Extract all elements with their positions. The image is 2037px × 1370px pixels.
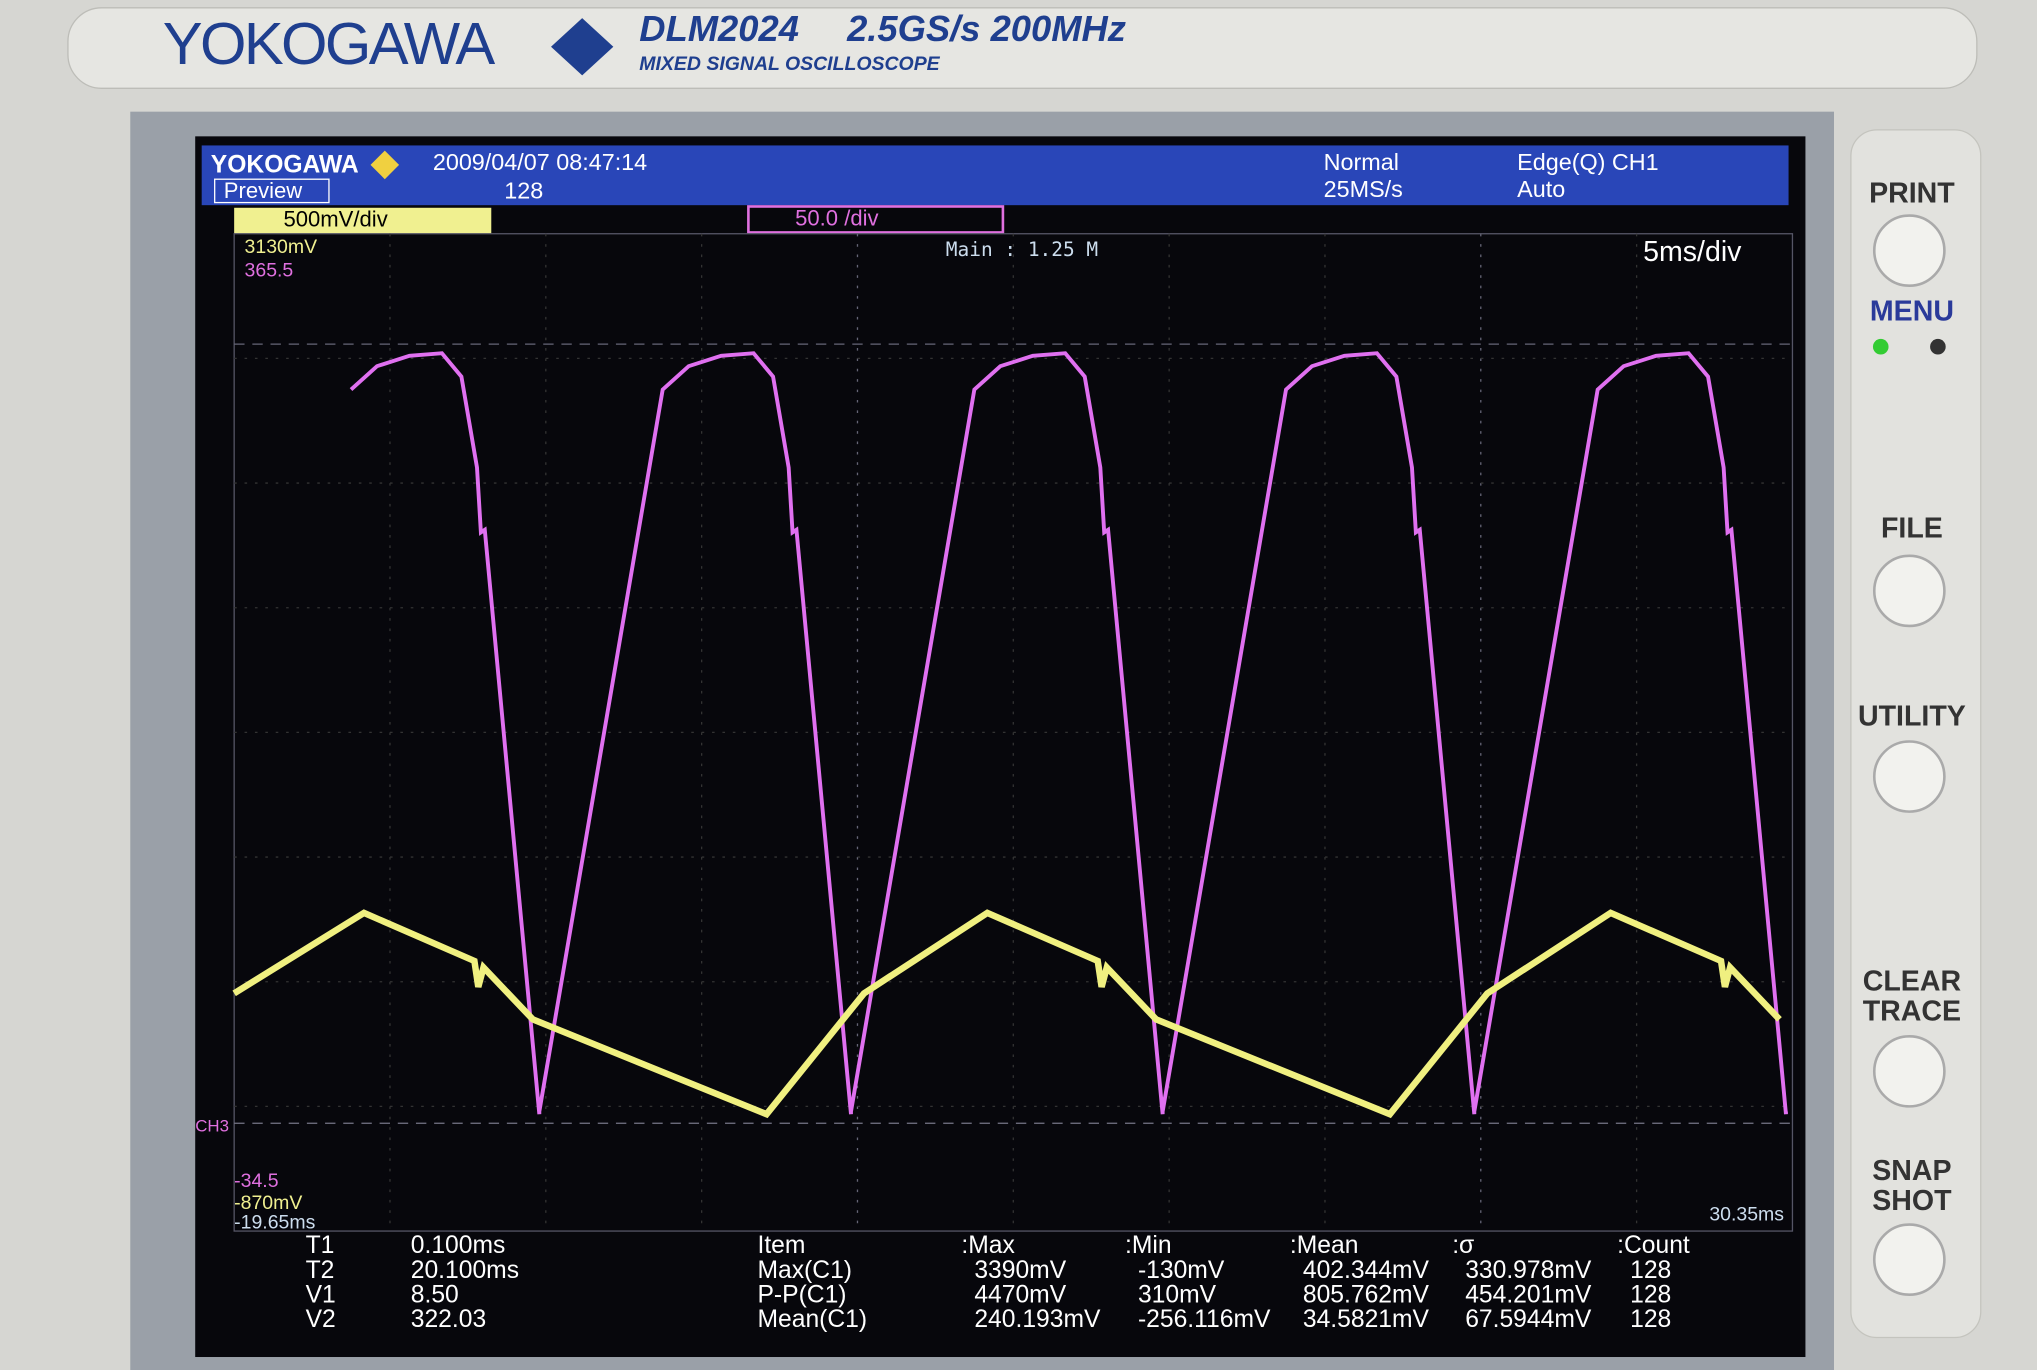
button-label: PRINT (1869, 177, 1955, 209)
measure-cell: 402.344mV (1303, 1257, 1430, 1284)
measure-header: :σ (1452, 1232, 1474, 1259)
button[interactable] (1872, 554, 1946, 628)
acq-count: 128 (504, 177, 543, 203)
timebase: 5ms/div (1643, 236, 1742, 268)
measure-cell: 805.762mV (1303, 1281, 1430, 1308)
measure-cell: 34.5821mV (1303, 1306, 1430, 1333)
button-label: CLEAR (1863, 966, 1962, 998)
measure-cell: 454.201mV (1465, 1281, 1592, 1308)
measure-cell: -130mV (1138, 1257, 1225, 1284)
measure-cell: P-P(C1) (757, 1281, 846, 1308)
ch3-trace (349, 351, 1788, 1115)
button-label: FILE (1881, 512, 1943, 544)
header-bar (201, 145, 1789, 206)
mode-box (214, 178, 330, 204)
button-label: SNAP (1872, 1155, 1951, 1187)
button[interactable] (1872, 214, 1946, 287)
top-left-ch3: 365.5 (245, 260, 294, 282)
measure-cell: 310mV (1138, 1281, 1217, 1308)
measure-cell: Max(C1) (757, 1257, 852, 1284)
ch3-box (747, 205, 1005, 234)
led (1872, 338, 1889, 355)
top-left-ch1: 3130mV (245, 236, 318, 258)
sample-rate: 25MS/s (1324, 176, 1403, 202)
button-label: MENU (1870, 296, 1954, 328)
header-diamond (370, 150, 400, 180)
ch1-trace (232, 909, 1782, 1119)
cursor-label: T1 (306, 1232, 335, 1259)
header-brand: YOKOGAWA (211, 152, 359, 179)
ch3-marker: CH3 (195, 1117, 229, 1136)
button[interactable] (1872, 1223, 1946, 1296)
screen (195, 136, 1806, 1358)
cursor-label: V2 (306, 1306, 336, 1333)
button[interactable] (1872, 740, 1946, 813)
button-label: TRACE (1863, 995, 1961, 1027)
spec: 2.5GS/s 200MHz (846, 8, 1126, 49)
button-label: SHOT (1872, 1185, 1952, 1217)
datetime: 2009/04/07 08:47:14 (433, 149, 647, 175)
measure-cell: 4470mV (974, 1281, 1066, 1308)
ch3-scale: 50.0 /div (795, 205, 878, 230)
measure-cell: 128 (1630, 1257, 1671, 1284)
brand-logo: YOKOGAWA (163, 10, 496, 77)
trigger: Edge(Q) CH1 (1517, 149, 1659, 175)
measure-header: :Min (1125, 1232, 1172, 1259)
mode: Preview (224, 178, 303, 203)
button-label: UTILITY (1858, 701, 1966, 733)
measure-header: Item (757, 1232, 805, 1259)
measure-cell: 330.978mV (1465, 1257, 1592, 1284)
brand-strip (67, 7, 1978, 89)
measure-cell: -256.116mV (1138, 1306, 1271, 1333)
trigger-auto: Auto (1517, 176, 1565, 202)
cursor-value: 0.100ms (411, 1232, 506, 1259)
brand-diamond (551, 18, 614, 76)
bottom-left-ch1: -870mV (234, 1192, 302, 1214)
model-subtitle: MIXED SIGNAL OSCILLOSCOPE (639, 53, 940, 75)
bottom-left-ch3: -34.5 (234, 1170, 279, 1192)
model: DLM2024 (639, 8, 799, 49)
ch1-scale: 500mV/div (284, 207, 388, 232)
cursor-label: V1 (306, 1281, 336, 1308)
cursor-value: 20.100ms (411, 1257, 519, 1284)
ch1-box (234, 207, 492, 234)
measure-cell: 67.5944mV (1465, 1306, 1592, 1333)
measure-cell: 128 (1630, 1281, 1671, 1308)
bottom-left-time: -19.65ms (234, 1211, 315, 1233)
button-panel (1850, 129, 1982, 1339)
trigger-mode: Normal (1324, 149, 1399, 175)
measure-header: :Count (1617, 1232, 1690, 1259)
main-zoom: Main : 1.25 M (946, 238, 1098, 261)
led (1930, 338, 1946, 355)
cursor-value: 8.50 (411, 1281, 459, 1308)
measure-cell: 3390mV (974, 1257, 1066, 1284)
measure-cell: 128 (1630, 1306, 1671, 1333)
measure-cell: Mean(C1) (757, 1306, 867, 1333)
button[interactable] (1872, 1034, 1946, 1108)
bottom-right-time: 30.35ms (1709, 1204, 1784, 1226)
cursor-label: T2 (306, 1257, 335, 1284)
cursor-value: 322.03 (411, 1306, 486, 1333)
measure-cell: 240.193mV (974, 1306, 1101, 1333)
measure-header: :Mean (1290, 1232, 1359, 1259)
measure-header: :Max (961, 1232, 1015, 1259)
